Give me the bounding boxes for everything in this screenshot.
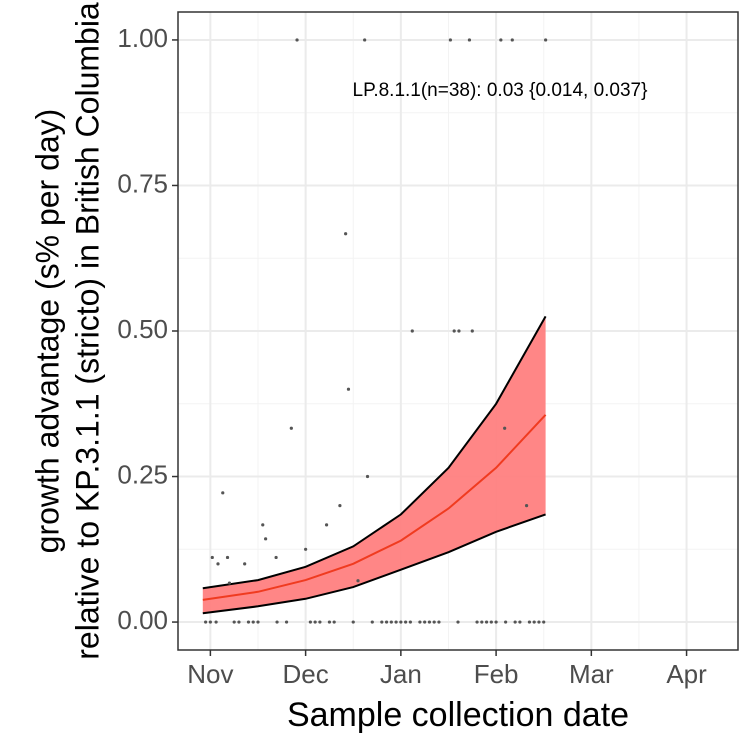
y-tick-label: 0.25 [117, 459, 168, 489]
data-point [470, 329, 474, 333]
data-point [524, 504, 529, 508]
data-point [318, 620, 322, 624]
data-point [518, 620, 522, 624]
data-point [295, 38, 299, 42]
data-point [232, 620, 236, 624]
data-point [544, 38, 548, 42]
data-point [251, 620, 255, 624]
data-point [408, 620, 412, 624]
data-point [456, 620, 460, 624]
data-point [208, 620, 212, 624]
x-tick-label: Feb [474, 659, 519, 689]
data-point [380, 620, 384, 624]
fit-line [202, 414, 547, 601]
data-point [527, 620, 532, 624]
x-tick-label: Dec [282, 659, 328, 689]
data-point [338, 504, 342, 508]
data-point [243, 562, 247, 566]
data-point [261, 523, 265, 527]
data-point [480, 620, 484, 624]
data-point [457, 329, 461, 333]
data-point [542, 620, 546, 624]
y-tick-label: 0.50 [117, 314, 168, 344]
data-point [448, 38, 452, 42]
data-point [221, 491, 225, 495]
data-point [204, 620, 208, 624]
data-point [216, 562, 220, 566]
x-tick-label: Nov [187, 659, 233, 689]
y-axis-label: relative to KP.3.1.1 (stricto) in Britis… [69, 2, 105, 660]
data-point [356, 579, 360, 583]
data-point [237, 620, 241, 624]
data-point [437, 620, 441, 624]
y-tick-label: 1.00 [117, 23, 168, 53]
data-point [246, 620, 251, 624]
panel-border [177, 11, 739, 651]
confidence-band [202, 316, 546, 614]
data-point [410, 329, 414, 333]
data-point [256, 620, 260, 624]
data-point [513, 620, 517, 624]
data-point [210, 555, 214, 560]
lower-bound [202, 513, 546, 615]
data-point [289, 426, 293, 430]
data-point [284, 620, 289, 624]
data-point [214, 620, 218, 624]
data-point [494, 620, 498, 624]
y-tick-label: 0.75 [117, 168, 168, 198]
data-point [394, 620, 398, 624]
data-point [346, 387, 351, 391]
data-point [532, 620, 536, 624]
data-point [452, 329, 456, 333]
data-point [404, 620, 408, 624]
x-axis-label: Sample collection date [287, 696, 629, 734]
data-point [427, 620, 432, 624]
data-point [432, 620, 436, 624]
data-point [227, 581, 232, 585]
data-point [275, 620, 279, 624]
data-point [363, 38, 367, 42]
data-point [484, 620, 489, 624]
data-point [365, 474, 370, 479]
data-point [499, 38, 503, 42]
data-point [274, 555, 278, 560]
data-point [384, 620, 389, 624]
data-point [370, 620, 374, 624]
data-point [418, 620, 422, 624]
annotation: LP.8.1.1(n=38): 0.03 {0.014, 0.037} [353, 80, 648, 101]
data-point [264, 537, 268, 541]
x-tick-label: Jan [380, 659, 422, 689]
data-point [327, 620, 332, 624]
data-point [332, 620, 336, 624]
data-point [503, 426, 507, 430]
upper-bound [202, 315, 547, 590]
x-tick-label: Apr [666, 659, 707, 689]
data-point [399, 620, 403, 624]
y-axis-label: growth advantage (s% per day) [29, 109, 65, 554]
x-tick-label: Mar [569, 659, 614, 689]
data-point [351, 620, 355, 624]
data-point [313, 620, 317, 624]
data-point [389, 620, 393, 624]
data-point [308, 620, 312, 624]
data-point [504, 620, 508, 624]
data-point [489, 620, 493, 624]
data-point [510, 38, 514, 42]
data-point [225, 555, 230, 560]
data-point [324, 523, 329, 527]
data-point [423, 620, 427, 624]
data-point [304, 547, 308, 551]
data-point [475, 620, 479, 624]
data-point [344, 232, 348, 236]
data-point [537, 620, 541, 624]
data-point [467, 38, 472, 42]
y-tick-label: 0.00 [117, 605, 168, 635]
